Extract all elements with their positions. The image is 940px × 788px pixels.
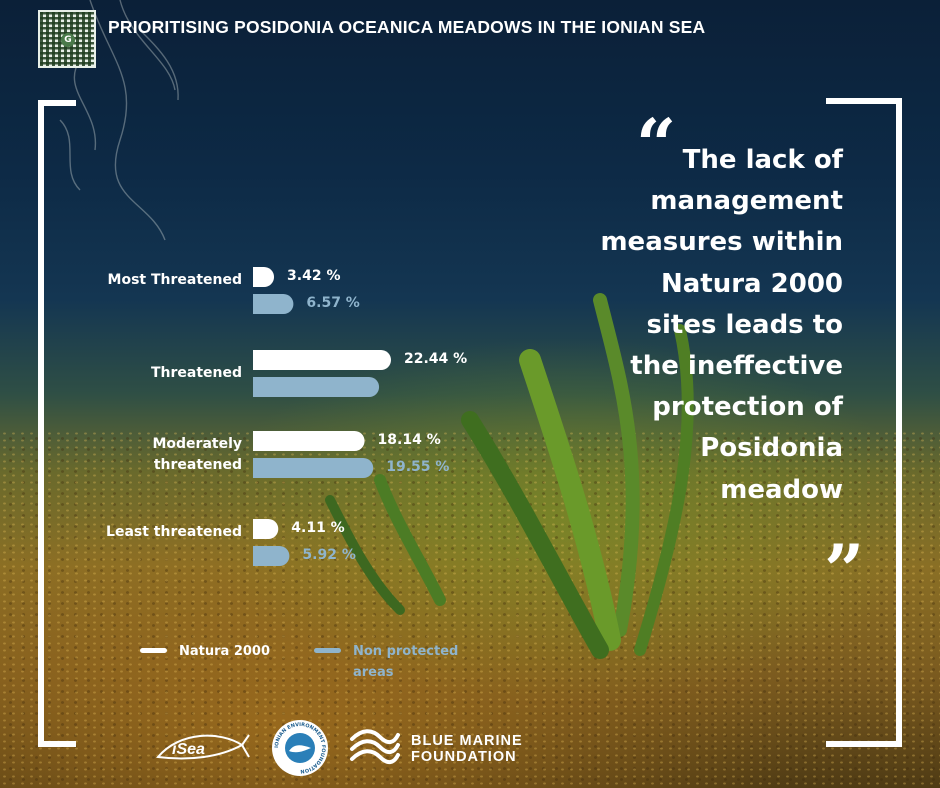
close-quote-icon: ”	[824, 529, 865, 612]
data-label-natura: 3.42 %	[287, 268, 341, 284]
data-label-non-protected: 5.92 %	[302, 547, 356, 563]
bar-natura	[253, 267, 275, 287]
left-frame-bracket	[38, 100, 76, 747]
data-label-non-protected: 19.55 %	[386, 459, 450, 475]
page-title: PRIORITISING POSIDONIA OCEANICA MEADOWS …	[108, 17, 706, 37]
bar-natura	[253, 519, 279, 539]
data-label-non-protected: 6.57 %	[306, 295, 360, 311]
isea-logo-text: iSea	[172, 741, 205, 758]
bar-non-protected	[253, 377, 380, 397]
blue-marine-wave-icon	[350, 729, 400, 764]
open-quote-icon: “	[636, 103, 677, 186]
ionian-environment-foundation-logo: IONIAN ENVIRONMENT FOUNDATION	[272, 720, 328, 776]
bar-natura	[253, 431, 365, 451]
qr-code-icon[interactable]: G	[38, 10, 96, 68]
data-label-natura: 18.14 %	[377, 432, 441, 448]
bar-natura	[253, 350, 392, 370]
bar-non-protected	[253, 546, 290, 566]
legend-item-non-protected: Non protected areas	[314, 641, 463, 683]
category-label: Moderately threatened	[152, 435, 242, 473]
category-label: Least threatened	[106, 523, 242, 540]
right-frame-bracket	[826, 98, 902, 747]
legend-label-natura: Natura 2000	[179, 644, 271, 659]
data-label-natura: 22.44 %	[404, 351, 468, 367]
legend-item-natura: Natura 2000	[140, 641, 270, 662]
quote-text: The lack of management measures within N…	[600, 145, 843, 505]
legend-label-non-protected: Non protected areas	[353, 644, 459, 680]
blue-marine-foundation-logo: BLUE MARINE FOUNDATION	[411, 733, 523, 765]
bar-non-protected	[253, 294, 294, 314]
legend-swatch-non-protected	[314, 648, 341, 653]
category-label: Most Threatened	[107, 271, 242, 288]
category-label: Threatened	[150, 365, 242, 381]
bar-non-protected	[253, 458, 374, 478]
isea-logo: iSea	[156, 734, 250, 760]
data-label-natura: 4.11 %	[291, 520, 345, 536]
qr-logo: G	[61, 33, 75, 47]
legend-swatch-natura	[140, 648, 167, 653]
